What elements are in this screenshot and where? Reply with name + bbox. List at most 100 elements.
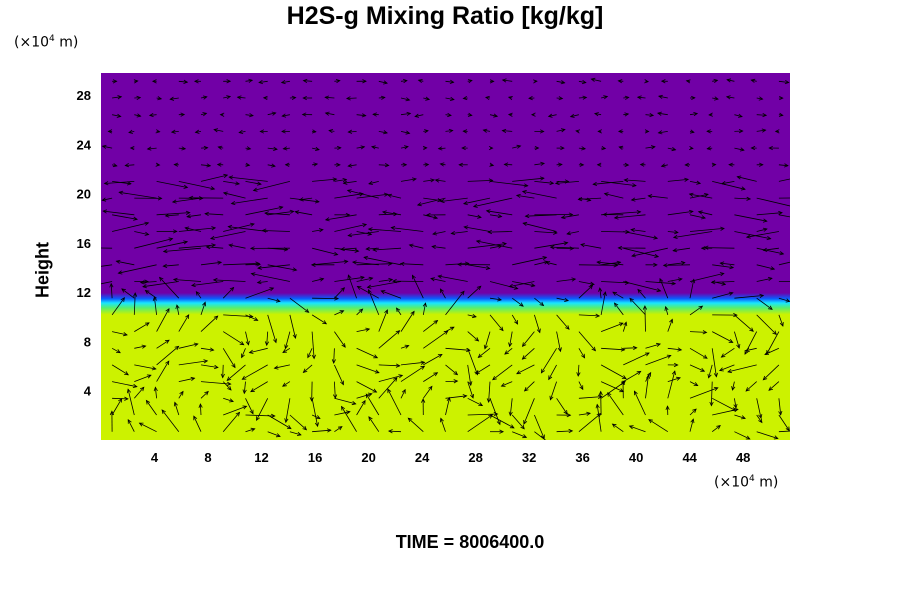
wind-vector	[200, 96, 207, 99]
wind-vector	[550, 381, 557, 400]
wind-vector-head	[314, 422, 319, 428]
wind-vector-head	[211, 226, 217, 231]
wind-vector-head	[726, 78, 732, 83]
wind-vector-head	[365, 246, 371, 251]
wind-vector	[623, 247, 659, 258]
wind-vector	[578, 80, 586, 83]
wind-vector	[600, 381, 626, 399]
wind-vector-head	[497, 297, 502, 302]
wind-vector	[356, 347, 378, 359]
wind-vector-head	[164, 213, 170, 218]
wind-vector-head	[262, 95, 268, 101]
wind-vector-head	[164, 339, 170, 344]
wind-vector	[489, 297, 502, 301]
wind-vector-head	[548, 375, 553, 381]
wind-vector-head	[579, 385, 584, 391]
wind-vector	[174, 402, 180, 416]
wind-vector	[489, 181, 528, 187]
wind-vector-head	[630, 197, 636, 202]
wind-vector	[667, 262, 685, 266]
wind-vector	[111, 398, 123, 416]
wind-vector	[593, 181, 624, 185]
wind-vector	[645, 281, 676, 285]
wind-vector	[578, 396, 602, 399]
wind-vector	[356, 308, 363, 316]
wind-vector-head	[433, 372, 439, 377]
wind-vector-head	[102, 209, 108, 214]
wind-vector-head	[270, 413, 276, 418]
wind-vector	[645, 355, 671, 366]
wind-vector-head	[253, 317, 259, 321]
wind-vector	[648, 419, 669, 433]
wind-vector-head	[132, 292, 138, 297]
wind-vector-head	[733, 408, 739, 413]
wind-vector-head	[328, 129, 334, 134]
wind-vector	[378, 309, 388, 332]
wind-vector	[149, 114, 157, 116]
wind-vector	[334, 247, 359, 252]
wind-vector	[734, 331, 740, 349]
wind-vector-head	[383, 192, 389, 197]
wind-vector-head	[202, 112, 208, 117]
wind-vector	[704, 247, 735, 249]
wind-vector	[334, 287, 345, 299]
wind-vector	[604, 193, 624, 199]
wind-vector	[689, 214, 706, 219]
wind-vector	[667, 231, 678, 233]
wind-vector-head	[165, 360, 170, 366]
wind-vector-head	[725, 95, 731, 100]
wind-vector	[228, 226, 268, 232]
wind-vector	[195, 291, 202, 299]
wind-vector-head	[257, 265, 262, 270]
wind-vector-head	[107, 129, 113, 134]
wind-vector-head	[680, 260, 686, 266]
wind-vector	[637, 289, 646, 299]
wind-vector-head	[576, 372, 581, 377]
wind-vector	[125, 164, 135, 166]
wind-vector-head	[286, 424, 292, 430]
wind-vector-head	[745, 234, 751, 239]
wind-vector-head	[242, 405, 248, 410]
wind-vector-head	[301, 112, 307, 117]
wind-vector	[600, 291, 606, 315]
wind-vector	[541, 348, 557, 374]
wind-vector	[667, 371, 676, 399]
wind-vector	[356, 146, 365, 149]
wind-vector-head	[249, 409, 254, 415]
wind-vector-head	[784, 163, 789, 168]
wind-vector-head	[309, 397, 314, 402]
wind-vector-head	[399, 261, 405, 267]
wind-vector-head	[553, 230, 558, 235]
wind-vector-head	[313, 162, 319, 167]
wind-vector-head	[422, 302, 427, 308]
wind-vector-head	[706, 146, 712, 151]
wind-vector	[356, 381, 377, 393]
wind-vector-head	[345, 96, 351, 101]
wind-vector	[607, 392, 624, 416]
wind-vector	[673, 247, 691, 252]
wind-vector-head	[611, 423, 617, 428]
wind-vector	[756, 212, 783, 216]
wind-vector-head	[539, 301, 545, 307]
wind-vector	[667, 347, 682, 351]
wind-vector-head	[302, 425, 308, 431]
wind-vector-head	[690, 418, 695, 424]
wind-vector-head	[696, 180, 702, 185]
wind-vector	[303, 364, 313, 373]
wind-vector	[756, 129, 766, 132]
wind-vector-head	[194, 129, 200, 134]
wind-vector	[282, 381, 291, 387]
wind-vector-head	[676, 376, 681, 381]
wind-vector-head	[151, 366, 157, 371]
wind-vector	[400, 113, 411, 116]
wind-vector-head	[439, 198, 445, 204]
wind-vector	[578, 331, 596, 351]
wind-vector-head	[368, 276, 374, 281]
wind-vector	[556, 314, 570, 330]
wind-vector-head	[569, 246, 575, 251]
wind-vector-head	[342, 178, 348, 183]
wind-vector-head	[766, 349, 771, 355]
wind-vector-head	[145, 399, 151, 405]
wind-vector-head	[785, 298, 790, 303]
wind-vector-head	[169, 96, 175, 101]
